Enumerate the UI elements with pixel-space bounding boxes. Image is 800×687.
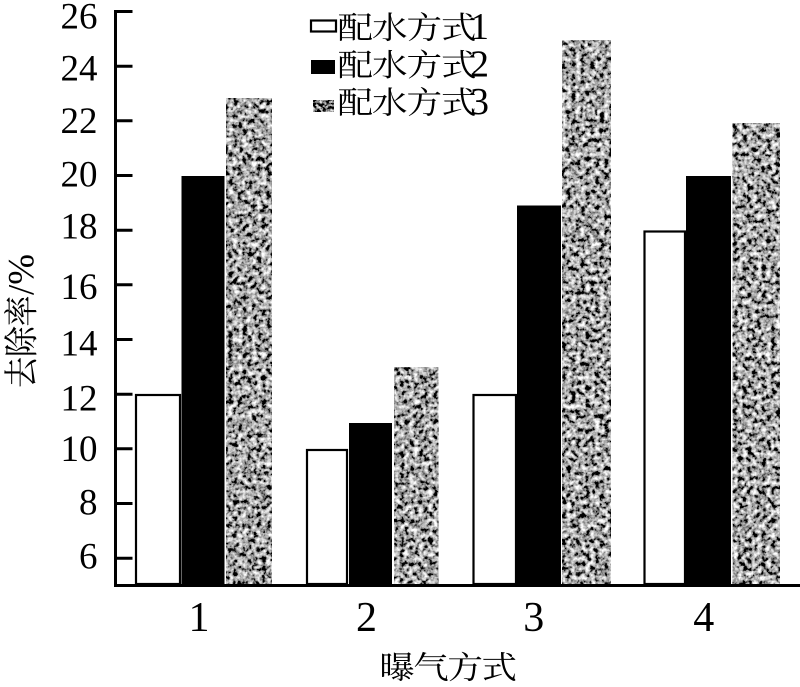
- svg-text:8: 8: [79, 483, 98, 524]
- svg-text:1: 1: [470, 6, 489, 48]
- svg-text:24: 24: [61, 48, 98, 89]
- svg-text:4: 4: [693, 595, 714, 641]
- svg-text:14: 14: [61, 324, 98, 365]
- svg-text:6: 6: [79, 536, 98, 577]
- svg-text:3: 3: [523, 595, 544, 641]
- svg-text:26: 26: [61, 0, 98, 38]
- svg-text:3: 3: [470, 81, 489, 123]
- svg-text:10: 10: [61, 429, 98, 470]
- svg-text:/%: /%: [2, 254, 43, 295]
- svg-text:18: 18: [61, 206, 98, 247]
- svg-text:22: 22: [61, 101, 98, 142]
- svg-text:16: 16: [61, 267, 98, 308]
- svg-text:1: 1: [189, 595, 210, 641]
- svg-text:2: 2: [356, 595, 377, 641]
- svg-text:2: 2: [470, 44, 489, 86]
- svg-text:20: 20: [61, 155, 98, 196]
- svg-text:12: 12: [61, 378, 98, 419]
